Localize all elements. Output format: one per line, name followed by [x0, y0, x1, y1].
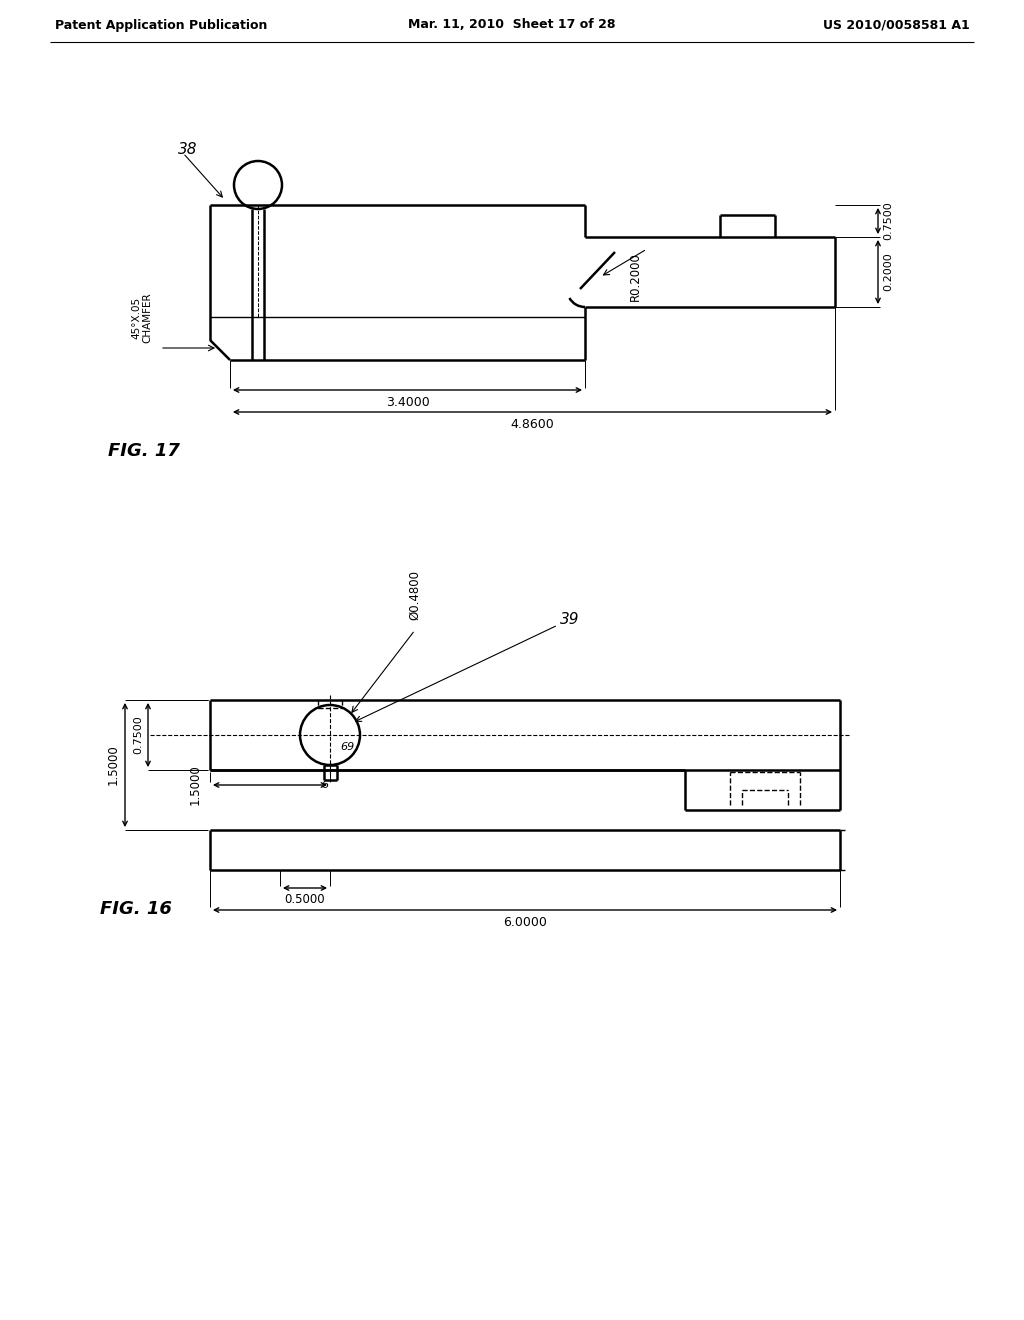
- Text: 39: 39: [560, 612, 580, 627]
- Text: FIG. 16: FIG. 16: [100, 900, 172, 917]
- Text: 0.5000: 0.5000: [285, 894, 326, 906]
- Text: 69: 69: [340, 742, 354, 752]
- Text: 4.8600: 4.8600: [511, 418, 554, 432]
- Text: Patent Application Publication: Patent Application Publication: [55, 18, 267, 32]
- Text: Mar. 11, 2010  Sheet 17 of 28: Mar. 11, 2010 Sheet 17 of 28: [409, 18, 615, 32]
- Text: FIG. 17: FIG. 17: [108, 442, 180, 459]
- Text: 1.5000: 1.5000: [189, 764, 202, 805]
- Text: 6.0000: 6.0000: [503, 916, 547, 929]
- Text: 0.2000: 0.2000: [883, 252, 893, 292]
- Text: Ø0.4800: Ø0.4800: [409, 570, 422, 620]
- Text: US 2010/0058581 A1: US 2010/0058581 A1: [823, 18, 970, 32]
- Text: 38: 38: [178, 143, 198, 157]
- Text: 3.4000: 3.4000: [386, 396, 429, 409]
- Text: 1.5000: 1.5000: [106, 744, 120, 785]
- Text: 0.7500: 0.7500: [133, 715, 143, 754]
- Text: 6: 6: [322, 780, 329, 789]
- Text: 45°X.05
CHAMFER: 45°X.05 CHAMFER: [131, 293, 153, 343]
- Text: 0.7500: 0.7500: [883, 202, 893, 240]
- Text: R0.2000: R0.2000: [629, 252, 641, 301]
